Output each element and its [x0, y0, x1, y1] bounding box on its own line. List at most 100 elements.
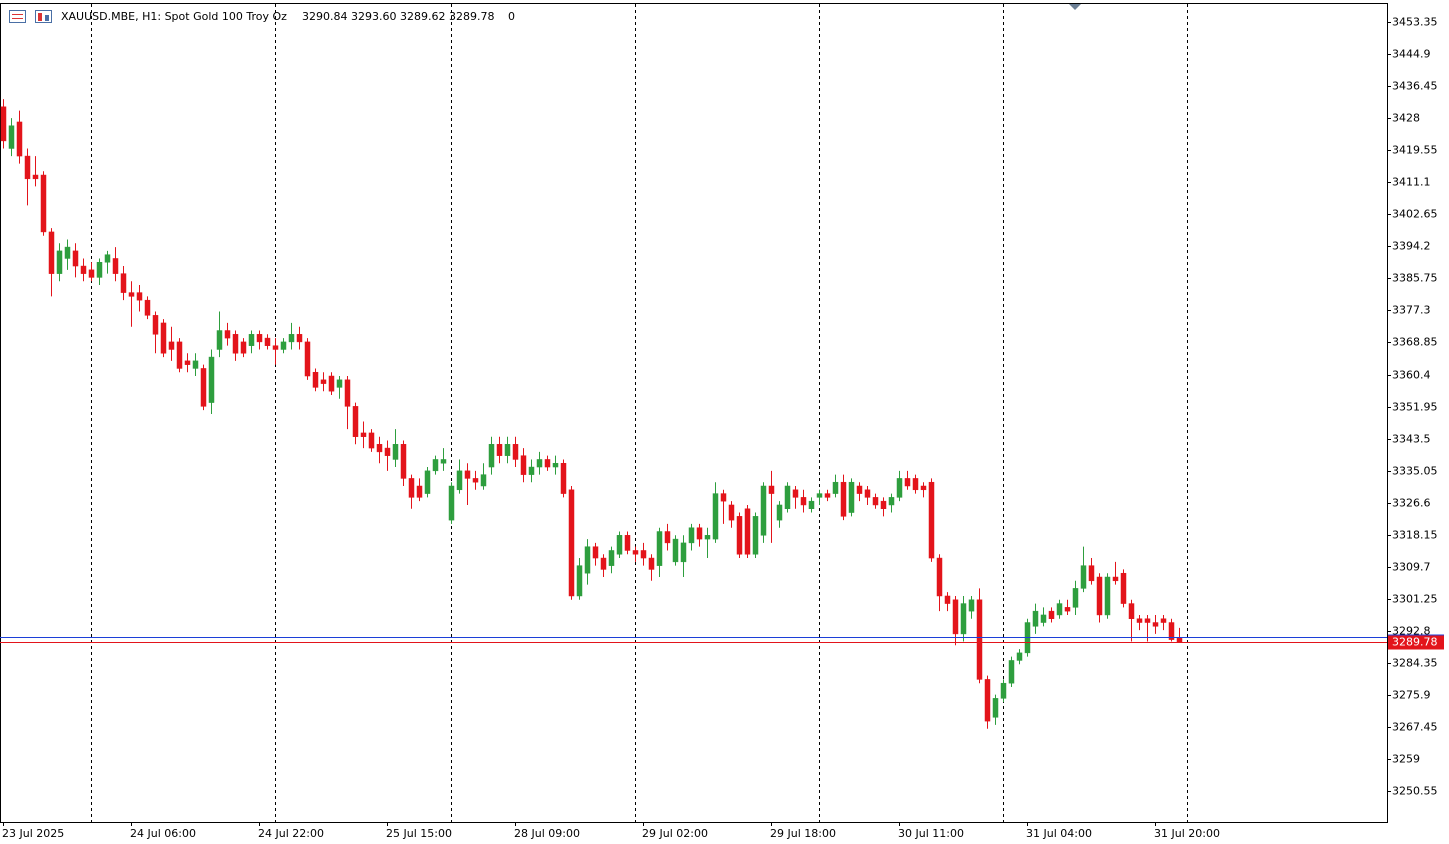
candle-body: [528, 466, 535, 475]
candle-body: [560, 462, 567, 494]
y-tick-label: 3351.95: [1392, 401, 1438, 414]
plot-frame: [0, 3, 1388, 823]
x-tick-label: 24 Jul 06:00: [130, 827, 196, 840]
candle-body: [912, 478, 919, 491]
candle-body: [72, 250, 79, 267]
shift-marker: [1069, 4, 1081, 10]
candle-body: [872, 497, 879, 506]
candle-body: [304, 341, 311, 377]
y-tick-label: 3259: [1392, 753, 1420, 766]
y-tick-label: 3368.85: [1392, 336, 1438, 349]
candle-body: [352, 406, 359, 437]
candle-body: [1000, 682, 1007, 699]
candle-body: [536, 459, 543, 468]
y-tick-label: 3394.2: [1392, 240, 1431, 253]
y-tick-label: 3335.05: [1392, 465, 1438, 478]
candle-body: [664, 531, 671, 544]
candle-body: [312, 371, 319, 388]
candle-body: [1120, 572, 1127, 604]
candle-body: [0, 106, 7, 142]
candle-body: [1040, 614, 1047, 623]
candle-body: [792, 489, 799, 498]
candle-body: [48, 231, 55, 274]
candle-body: [1112, 576, 1119, 582]
candle-body: [824, 493, 831, 498]
candle-body: [688, 527, 695, 544]
header-icons: [9, 10, 52, 23]
candle-body: [392, 444, 399, 460]
candle-body: [248, 334, 255, 346]
candle-body: [40, 174, 47, 233]
candle-body: [736, 516, 743, 555]
y-tick-label: 3402.65: [1392, 208, 1438, 221]
candle-body: [240, 341, 247, 354]
candle-body: [928, 481, 935, 559]
candle-body: [704, 535, 711, 540]
x-tick-label: 29 Jul 18:00: [770, 827, 836, 840]
y-tick-label: 3326.6: [1392, 497, 1431, 510]
candle-body: [320, 379, 327, 384]
candle-body: [1128, 603, 1135, 619]
candle-body: [848, 481, 855, 513]
candle-body: [904, 478, 911, 487]
candle-body: [808, 500, 815, 510]
candle-body: [992, 698, 999, 718]
candle-body: [1008, 660, 1015, 684]
y-tick-label: 3309.7: [1392, 561, 1431, 574]
candle-body: [120, 273, 127, 293]
candle-body: [1144, 618, 1151, 623]
candle-body: [920, 485, 927, 491]
y-tick-label: 3411.1: [1392, 176, 1431, 189]
candle-body: [424, 470, 431, 494]
icon: [38, 13, 42, 21]
candle-body: [96, 262, 103, 278]
candle-body: [64, 246, 71, 259]
candle-body: [232, 334, 239, 354]
candles: [0, 99, 1183, 729]
x-tick-label: 25 Jul 15:00: [386, 827, 452, 840]
candle-body: [624, 535, 631, 551]
candle-body: [984, 679, 991, 722]
candle-body: [760, 485, 767, 536]
y-tick-label: 3453.35: [1392, 16, 1438, 29]
day-separators: [91, 4, 1188, 822]
y-tick-label: 3419.55: [1392, 144, 1438, 157]
candle-body: [864, 489, 871, 498]
candle-body: [112, 258, 119, 274]
candle-body: [520, 455, 527, 475]
candle-body: [768, 485, 775, 494]
candle-body: [600, 557, 607, 570]
candle-body: [1048, 610, 1055, 619]
y-tick-label: 3343.5: [1392, 433, 1431, 446]
candle-body: [576, 565, 583, 597]
candle-body: [696, 527, 703, 540]
candle-body: [464, 470, 471, 479]
price-label: 3289.78: [1392, 636, 1438, 649]
y-tick-label: 3360.4: [1392, 369, 1431, 382]
candle-body: [584, 546, 591, 574]
candle-body: [224, 330, 231, 339]
candle-body: [608, 550, 615, 566]
candle-body: [144, 299, 151, 316]
candle-body: [800, 497, 807, 506]
candle-body: [280, 341, 287, 350]
candle-body: [128, 292, 135, 297]
candle-body: [448, 485, 455, 521]
candle-body: [1096, 576, 1103, 616]
candle-body: [488, 444, 495, 468]
candle-body: [568, 489, 575, 597]
y-tick-label: 3267.45: [1392, 721, 1438, 734]
candle-body: [1104, 576, 1111, 616]
candle-body: [1080, 565, 1087, 589]
y-tick-label: 3275.9: [1392, 689, 1431, 702]
candle-body: [344, 379, 351, 407]
y-tick-label: 3284.35: [1392, 657, 1438, 670]
candle-body: [208, 356, 215, 403]
candle-body: [200, 368, 207, 407]
candle-body: [408, 478, 415, 498]
candle-body: [968, 599, 975, 612]
x-tick-label: 30 Jul 11:00: [898, 827, 964, 840]
candle-body: [632, 550, 639, 555]
candle-body: [512, 444, 519, 460]
